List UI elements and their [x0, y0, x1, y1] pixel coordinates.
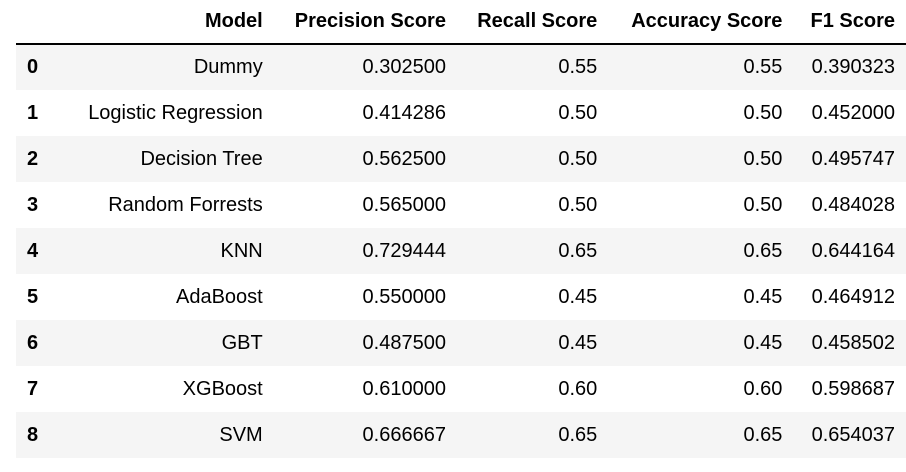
header-precision-score: Precision Score — [273, 0, 457, 45]
header-recall-score: Recall Score — [456, 0, 609, 45]
header-row: Model Precision Score Recall Score Accur… — [16, 0, 906, 45]
accuracy-cell: 0.65 — [743, 239, 783, 262]
precision-cell: 0.302500 — [362, 56, 446, 78]
accuracy-cell: 0.45 — [743, 331, 783, 354]
model-cell: Logistic Regression — [88, 101, 263, 124]
f1-cell: 0.452000 — [811, 101, 895, 124]
precision-cell: 0.562500 — [362, 147, 446, 170]
table-row: 6 GBT 0.487500 0.45 0.45 0.458502 — [16, 320, 906, 366]
accuracy-cell: 0.55 — [743, 56, 783, 78]
f1-cell: 0.644164 — [811, 239, 895, 262]
precision-cell: 0.487500 — [362, 331, 446, 354]
f1-cell: 0.495747 — [811, 147, 895, 170]
recall-cell: 0.45 — [558, 285, 598, 308]
header-accuracy-score: Accuracy Score — [608, 0, 794, 45]
precision-cell: 0.610000 — [362, 377, 446, 400]
recall-cell: 0.50 — [558, 147, 598, 170]
row-index: 5 — [27, 285, 39, 308]
table-body: 0 Dummy 0.302500 0.55 0.55 0.390323 1 Lo… — [16, 44, 906, 458]
table-header: Model Precision Score Recall Score Accur… — [16, 0, 906, 45]
model-cell: Dummy — [193, 56, 263, 78]
f1-cell: 0.598687 — [811, 377, 895, 400]
precision-cell: 0.550000 — [362, 285, 446, 308]
precision-cell: 0.565000 — [362, 193, 446, 216]
model-cell: Random Forrests — [108, 193, 263, 216]
table-row: 3 Random Forrests 0.565000 0.50 0.50 0.4… — [16, 182, 906, 228]
accuracy-cell: 0.50 — [743, 147, 783, 170]
row-index: 6 — [27, 331, 39, 354]
table-row: 7 XGBoost 0.610000 0.60 0.60 0.598687 — [16, 366, 906, 412]
row-index: 0 — [27, 56, 39, 78]
recall-cell: 0.65 — [558, 423, 598, 446]
table-row: 2 Decision Tree 0.562500 0.50 0.50 0.495… — [16, 136, 906, 182]
accuracy-cell: 0.45 — [743, 285, 783, 308]
precision-cell: 0.666667 — [362, 423, 446, 446]
model-cell: KNN — [220, 239, 263, 262]
accuracy-cell: 0.60 — [743, 377, 783, 400]
model-cell: XGBoost — [182, 377, 263, 400]
row-index: 4 — [27, 239, 39, 262]
header-f1-score: F1 Score — [793, 0, 906, 45]
table-row: 1 Logistic Regression 0.414286 0.50 0.50… — [16, 90, 906, 136]
accuracy-cell: 0.65 — [743, 423, 783, 446]
row-index: 8 — [27, 423, 39, 446]
row-index: 1 — [27, 101, 39, 124]
recall-cell: 0.65 — [558, 239, 598, 262]
accuracy-cell: 0.50 — [743, 101, 783, 124]
model-cell: GBT — [221, 331, 263, 354]
accuracy-cell: 0.50 — [743, 193, 783, 216]
row-index: 3 — [27, 193, 39, 216]
f1-cell: 0.390323 — [811, 56, 895, 78]
f1-cell: 0.458502 — [811, 331, 895, 354]
recall-cell: 0.45 — [558, 331, 598, 354]
row-index: 2 — [27, 147, 39, 170]
dataframe-output: Model Precision Score Recall Score Accur… — [16, 0, 906, 458]
header-model: Model — [62, 0, 274, 45]
model-cell: Decision Tree — [140, 147, 263, 170]
recall-cell: 0.60 — [558, 377, 598, 400]
table-row: 8 SVM 0.666667 0.65 0.65 0.654037 — [16, 412, 906, 458]
recall-cell: 0.55 — [558, 56, 598, 78]
recall-cell: 0.50 — [558, 193, 598, 216]
header-index — [16, 0, 63, 45]
recall-cell: 0.50 — [558, 101, 598, 124]
f1-cell: 0.484028 — [811, 193, 895, 216]
results-table: Model Precision Score Recall Score Accur… — [16, 0, 906, 458]
model-cell: AdaBoost — [175, 285, 263, 308]
f1-cell: 0.464912 — [811, 285, 895, 308]
precision-cell: 0.729444 — [362, 239, 446, 262]
row-index: 7 — [27, 377, 39, 400]
precision-cell: 0.414286 — [362, 101, 446, 124]
f1-cell: 0.654037 — [811, 423, 895, 446]
model-cell: SVM — [219, 423, 263, 446]
table-row: 5 AdaBoost 0.550000 0.45 0.45 0.464912 — [16, 274, 906, 320]
table-row: 0 Dummy 0.302500 0.55 0.55 0.390323 — [16, 44, 906, 90]
table-row: 4 KNN 0.729444 0.65 0.65 0.644164 — [16, 228, 906, 274]
